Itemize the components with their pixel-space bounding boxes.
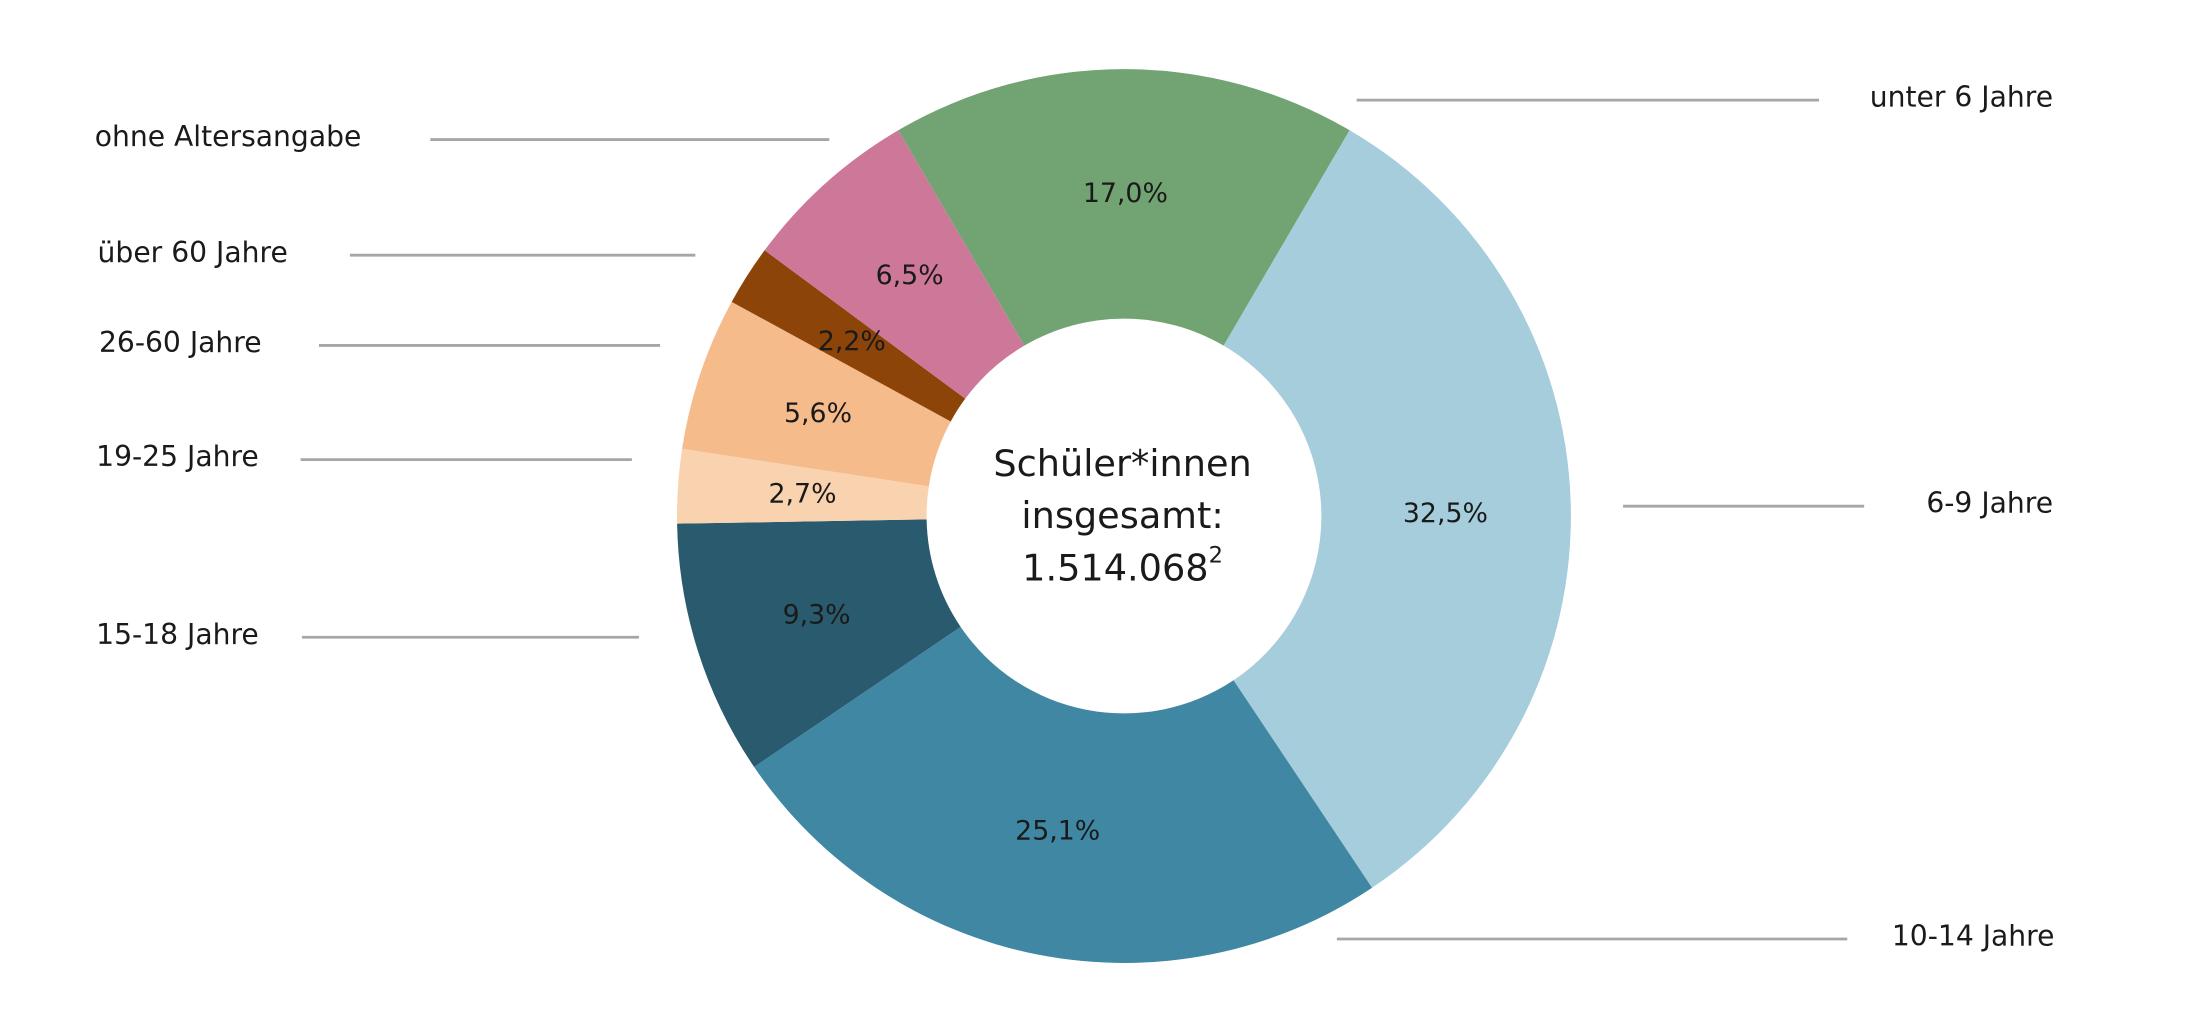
legend-label: über 60 Jahre <box>98 236 288 269</box>
donut-segment <box>677 448 929 524</box>
value-label: 25,1% <box>1015 815 1100 846</box>
donut-segment <box>764 130 1025 399</box>
center-label: Schüler*innen insgesamt: 1.514.0682 <box>993 442 1251 589</box>
donut-segment <box>731 250 966 422</box>
center-line: 1.514.0682 <box>1022 542 1223 589</box>
value-label: 17,0% <box>1083 178 1168 209</box>
center-total: 1.514.068 <box>1022 546 1208 589</box>
legend-label: unter 6 Jahre <box>1870 81 2053 114</box>
value-label: 5,6% <box>784 398 852 429</box>
value-label: 2,2% <box>818 326 886 357</box>
legend-label: 10-14 Jahre <box>1892 920 2055 953</box>
legend-label: ohne Altersangabe <box>95 120 362 153</box>
donut-segment <box>682 301 951 487</box>
value-label: 9,3% <box>783 600 851 631</box>
donut-segment <box>1223 130 1571 888</box>
donut-segment <box>898 69 1350 346</box>
center-line: insgesamt: <box>1021 494 1223 537</box>
donut-segment <box>677 519 961 768</box>
footnote: 2 <box>1209 542 1223 568</box>
value-label: 6,5% <box>876 260 944 291</box>
legend-label: 6-9 Jahre <box>1926 487 2053 520</box>
value-label: 2,7% <box>769 478 837 509</box>
legend-label: 19-25 Jahre <box>96 440 259 473</box>
center-line: Schüler*innen <box>993 442 1251 485</box>
legend-label: 26-60 Jahre <box>99 326 262 359</box>
legend-label: 15-18 Jahre <box>96 618 259 651</box>
donut-segment <box>754 626 1373 963</box>
value-label: 32,5% <box>1403 498 1488 529</box>
